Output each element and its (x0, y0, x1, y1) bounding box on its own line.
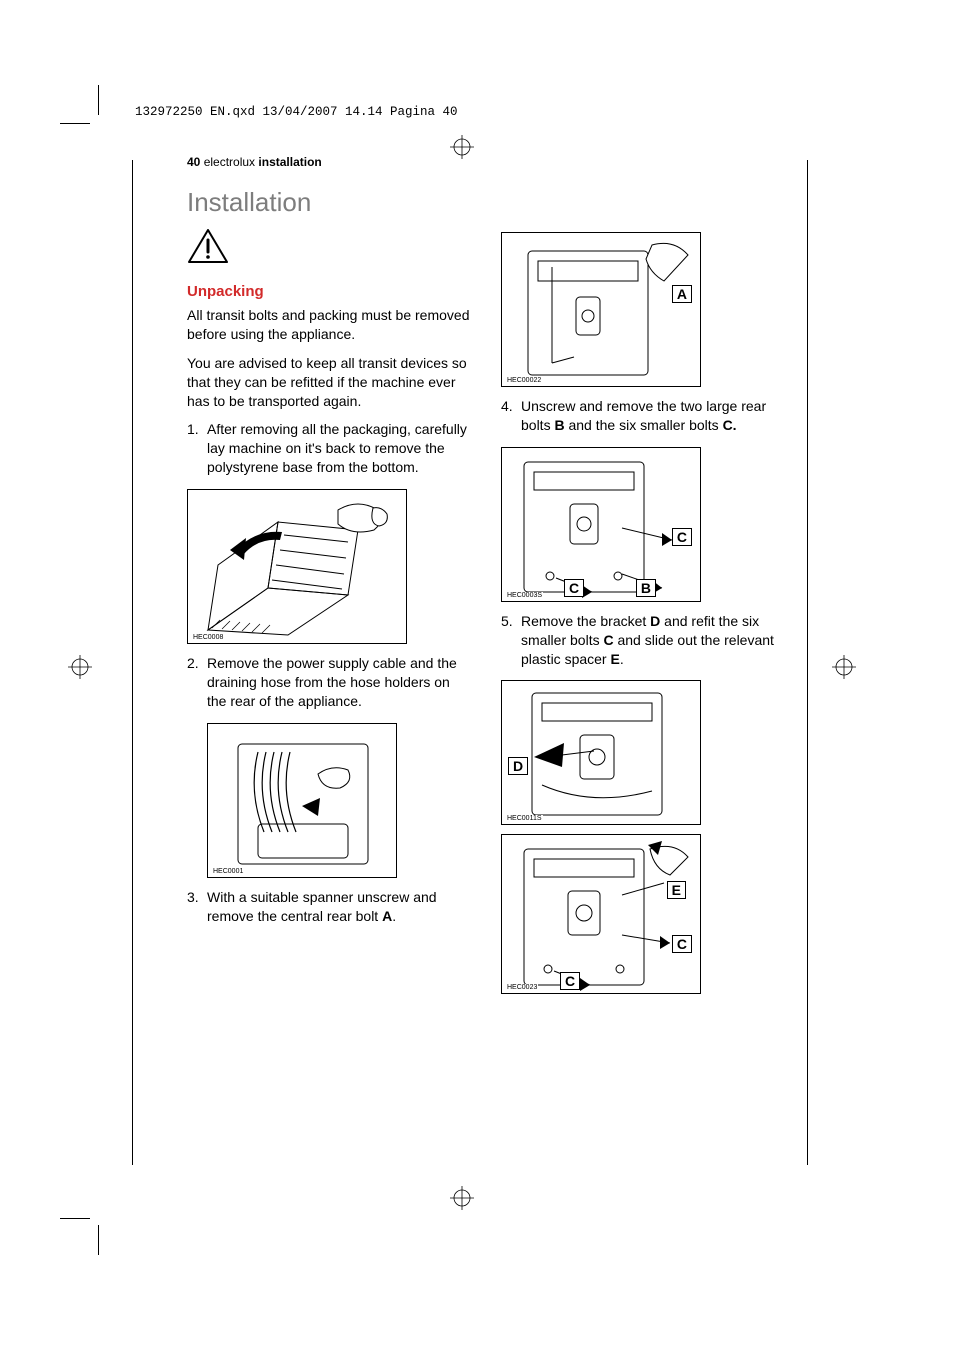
intro-paragraph-1: All transit bolts and packing must be re… (187, 306, 473, 344)
label-b: B (636, 579, 656, 597)
label-c-lower2: C (560, 972, 580, 990)
step-5: Remove the bracket D and refit the six s… (501, 612, 787, 669)
intro-paragraph-2: You are advised to keep all transit devi… (187, 354, 473, 411)
step-4-bolt-c: C. (723, 417, 737, 433)
figure-hec0023: HEC0023 E C C (501, 834, 701, 994)
step-4-text-mid: and the six smaller bolts (565, 417, 723, 433)
brand-name: electrolux (204, 155, 255, 169)
figure-code: HEC0011S (506, 815, 543, 822)
reg-mark-bottom (450, 1186, 470, 1206)
qxd-header: 132972250 EN.qxd 13/04/2007 14.14 Pagina… (135, 105, 875, 119)
step-5-d: D (650, 613, 660, 629)
label-c-lower: C (564, 579, 584, 597)
warning-icon (187, 228, 473, 269)
step-5-e: E (610, 651, 619, 667)
figure-code: HEC0008 (192, 634, 224, 641)
column-right: HEC00022 A Unscrew and remove the two la… (501, 228, 787, 1004)
step-2-text: Remove the power supply cable and the dr… (207, 655, 457, 709)
figure-hec0003s: HEC0003S C B C (501, 447, 701, 602)
running-head: 40 electrolux installation (187, 155, 787, 169)
step-3-bolt-a: A (382, 908, 392, 924)
step-5-pre: Remove the bracket (521, 613, 650, 629)
page-number: 40 (187, 155, 200, 169)
step-3-text-pre: With a suitable spanner unscrew and remo… (207, 889, 437, 924)
figure-code: HEC0003S (506, 592, 543, 599)
subheading-unpacking: Unpacking (187, 283, 473, 300)
figure-code: HEC00022 (506, 377, 542, 384)
figure-code: HEC0001 (212, 868, 244, 875)
label-a: A (672, 285, 692, 303)
figure-hec0011s: HEC0011S D (501, 680, 701, 825)
label-d: D (508, 757, 528, 775)
label-c-upper: C (672, 528, 692, 546)
figure-code: HEC0023 (506, 984, 538, 991)
figure-hec0001: HEC0001 (207, 723, 397, 878)
step-1: After removing all the packaging, carefu… (187, 420, 473, 477)
step-5-c: C (603, 632, 613, 648)
step-4: Unscrew and remove the two large rear bo… (501, 397, 787, 435)
step-3: With a suitable spanner unscrew and remo… (187, 888, 473, 926)
figure-hec00022: HEC00022 A (501, 232, 701, 387)
column-left: Unpacking All transit bolts and packing … (187, 228, 473, 1004)
label-e: E (667, 881, 686, 899)
label-c-upper2: C (672, 935, 692, 953)
step-2: Remove the power supply cable and the dr… (187, 654, 473, 711)
step-1-text: After removing all the packaging, carefu… (207, 421, 467, 475)
section-name: installation (258, 155, 321, 169)
page-title: Installation (187, 187, 787, 218)
figure-hec0008: HEC0008 (187, 489, 407, 644)
step-4-bolt-b: B (554, 417, 564, 433)
